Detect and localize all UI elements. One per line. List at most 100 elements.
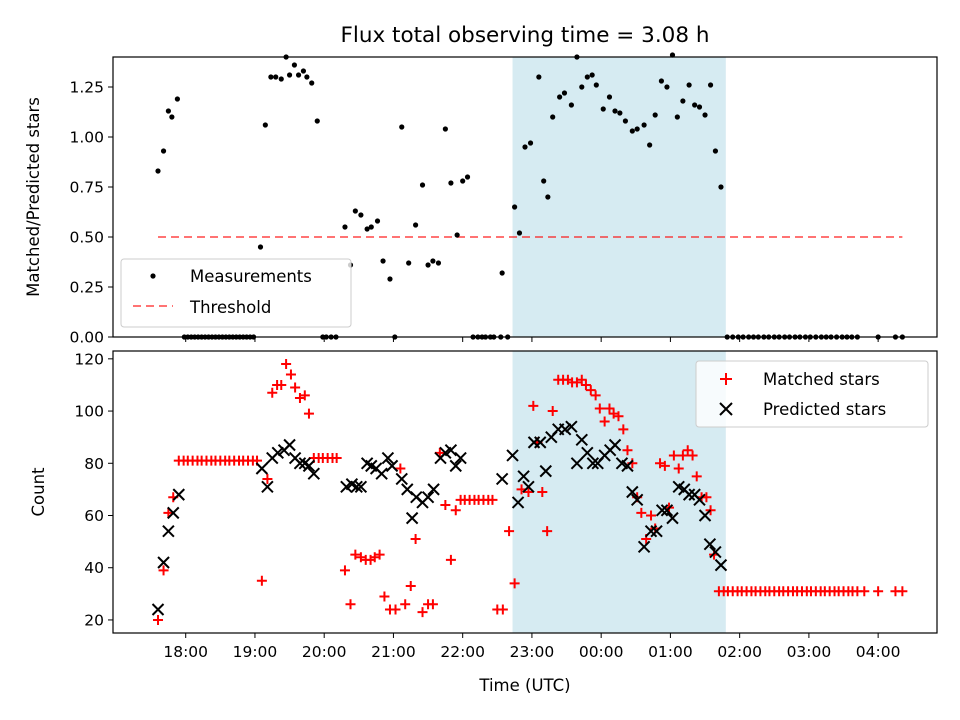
predicted-star-point <box>534 436 547 449</box>
predicted-star-point <box>293 457 307 470</box>
x-tick-label: 18:00 <box>163 643 208 661</box>
measurement-point <box>425 262 431 268</box>
predicted-star-point <box>630 493 644 507</box>
matched-star-point <box>395 463 406 474</box>
measurement-point <box>584 74 590 80</box>
measurement-point <box>589 72 595 78</box>
matched-star-point <box>497 604 508 615</box>
predicted-star-point <box>621 459 634 473</box>
predicted-star-point <box>511 496 525 509</box>
matched-star-point <box>599 416 610 427</box>
matched-star-point <box>691 471 702 482</box>
matched-star-point <box>262 473 273 484</box>
measurement-point <box>669 52 676 58</box>
measurement-point <box>634 126 640 132</box>
predicted-star-point <box>586 457 600 470</box>
matched-star-point <box>668 450 679 461</box>
measurement-point <box>686 82 692 88</box>
measurement-point <box>387 276 393 282</box>
legend-matched-label: Matched stars <box>763 370 880 389</box>
matched-star-point <box>604 403 615 414</box>
x-tick-label: 23:00 <box>510 643 555 661</box>
top-y-tick-label: 0.25 <box>69 279 104 297</box>
legend-measurements-marker <box>150 273 156 279</box>
measurement-point <box>460 178 466 184</box>
measurement-point <box>579 84 585 90</box>
predicted-star-point <box>626 485 639 499</box>
measurement-point <box>160 148 167 154</box>
measurement-point <box>262 122 268 128</box>
predicted-star-point <box>517 470 530 483</box>
bottom-y-tick-label: 40 <box>84 559 104 577</box>
measurement-point <box>692 102 698 108</box>
top-y-tick-label: 1.25 <box>69 79 104 97</box>
predicted-star-point <box>703 538 717 551</box>
measurement-point <box>165 108 171 114</box>
measurement-point <box>718 184 724 190</box>
predicted-star-point <box>454 451 467 465</box>
measurement-point <box>174 96 180 102</box>
top-y-axis-label: Matched/Predicted stars <box>24 97 43 297</box>
measurement-point <box>652 112 658 118</box>
matched-star-point <box>859 586 870 597</box>
matched-star-point <box>256 575 267 586</box>
measurement-point <box>286 72 293 78</box>
predicted-star-point <box>283 438 296 452</box>
matched-star-point <box>331 453 342 464</box>
matched-star-point <box>281 359 292 370</box>
top-axes-frame <box>112 56 938 338</box>
predicted-star-point <box>421 491 435 504</box>
matched-star-point <box>450 505 461 516</box>
legend-predicted-marker <box>719 402 733 416</box>
predicted-star-point <box>427 483 440 496</box>
bottom-legend: Matched stars Predicted stars <box>695 360 929 428</box>
matched-star-point <box>594 403 605 414</box>
bottom-y-tick-label: 20 <box>84 611 104 629</box>
predicted-star-point <box>255 462 269 475</box>
matched-star-point <box>445 554 456 565</box>
measurement-point <box>629 128 635 134</box>
matched-star-point <box>379 591 390 602</box>
predicted-star-point <box>522 480 535 493</box>
matched-star-point <box>576 374 587 385</box>
bottom-y-tick-label: 80 <box>84 455 104 473</box>
top-scatter <box>155 52 905 340</box>
x-axis-label: Time (UTC) <box>478 676 570 695</box>
predicted-star-point <box>570 457 584 470</box>
measurement-point <box>541 178 547 184</box>
predicted-star-point <box>167 506 180 520</box>
legend-predicted-label: Predicted stars <box>763 400 886 419</box>
top-axes-ticks: 0.00 0.25 0.50 0.75 1.00 1.25 <box>69 79 879 347</box>
matched-star-point <box>390 604 401 615</box>
matched-star-point <box>687 450 698 461</box>
measurement-point <box>374 218 381 224</box>
predicted-star-point <box>655 504 669 517</box>
predicted-star-point <box>650 524 663 538</box>
matched-star-point <box>580 379 591 390</box>
measurement-point <box>304 74 310 80</box>
predicted-star-point <box>172 488 185 501</box>
measurement-point <box>419 182 426 188</box>
predicted-star-point <box>307 467 321 480</box>
measurement-point <box>568 102 574 108</box>
legend-measurements-label: Measurements <box>190 267 312 286</box>
predicted-star-point <box>375 467 388 480</box>
matched-star-point <box>504 526 515 537</box>
measurement-point <box>664 84 670 90</box>
measurement-point <box>342 224 348 230</box>
x-tick-label: 04:00 <box>856 643 901 661</box>
matched-star-point <box>299 390 310 401</box>
x-tick-label: 01:00 <box>648 643 693 661</box>
measurement-point <box>380 258 386 264</box>
bottom-y-tick-label: 60 <box>84 507 104 525</box>
measurement-point <box>406 260 412 266</box>
x-tick-label: 00:00 <box>579 643 624 661</box>
predicted-star-point <box>660 504 674 517</box>
measurement-point <box>696 104 703 110</box>
matched-star-point <box>427 599 438 610</box>
matched-star-point <box>153 614 164 625</box>
measurement-point <box>545 194 551 200</box>
measurement-point <box>516 230 523 236</box>
measurement-point <box>169 114 175 120</box>
